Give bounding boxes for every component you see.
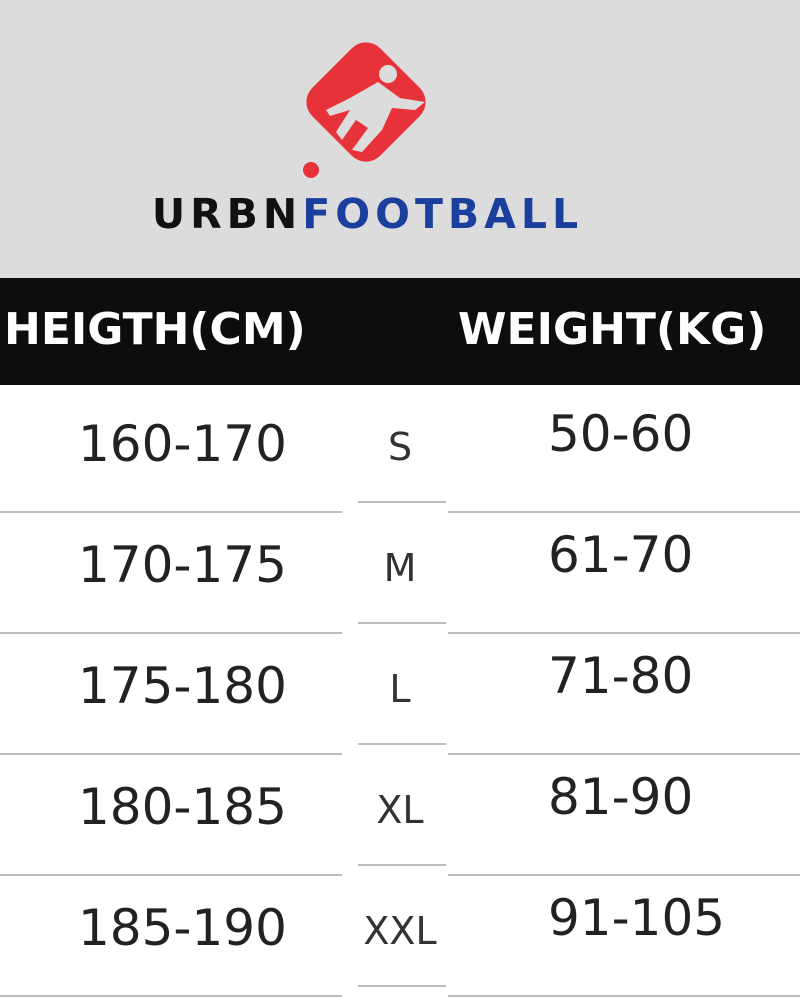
logo-area: URBNFOOTBALL — [0, 0, 800, 278]
weight-cell: 61-70 — [548, 526, 694, 584]
row-divider — [448, 874, 800, 876]
row-divider — [358, 864, 446, 866]
header-weight: WEIGHT(KG) — [458, 304, 767, 355]
row-divider — [358, 501, 446, 503]
row-divider — [448, 753, 800, 755]
weight-cell: 71-80 — [548, 647, 694, 705]
height-cell: 180-185 — [78, 778, 287, 836]
height-cell: 170-175 — [78, 536, 287, 594]
size-cell: M — [383, 546, 417, 590]
height-cell: 185-190 — [78, 899, 287, 957]
brand-name: URBNFOOTBALL — [0, 190, 735, 238]
table-header: HEIGTH(CM) WEIGHT(KG) — [0, 278, 800, 385]
weight-cell: 91-105 — [548, 889, 726, 947]
row-divider — [358, 743, 446, 745]
row-divider — [0, 874, 342, 876]
brand-part1: URBN — [151, 190, 303, 238]
football-player-logo-icon — [303, 42, 426, 178]
row-divider — [448, 995, 800, 997]
row-divider — [0, 753, 342, 755]
size-cell: XL — [376, 788, 424, 832]
height-cell: 160-170 — [78, 415, 287, 473]
row-divider — [0, 995, 342, 997]
weight-cell: 81-90 — [548, 768, 694, 826]
row-divider — [0, 632, 342, 634]
row-divider — [448, 511, 800, 513]
header-height: HEIGTH(CM) — [4, 304, 306, 355]
size-cell: S — [387, 425, 413, 469]
row-divider — [448, 632, 800, 634]
height-cell: 175-180 — [78, 657, 287, 715]
row-divider — [358, 622, 446, 624]
brand-part2: FOOTBALL — [302, 190, 584, 238]
row-divider — [0, 511, 342, 513]
weight-cell: 50-60 — [548, 405, 694, 463]
row-divider — [358, 985, 446, 987]
size-cell: XXL — [363, 909, 437, 953]
size-cell: L — [389, 667, 411, 711]
